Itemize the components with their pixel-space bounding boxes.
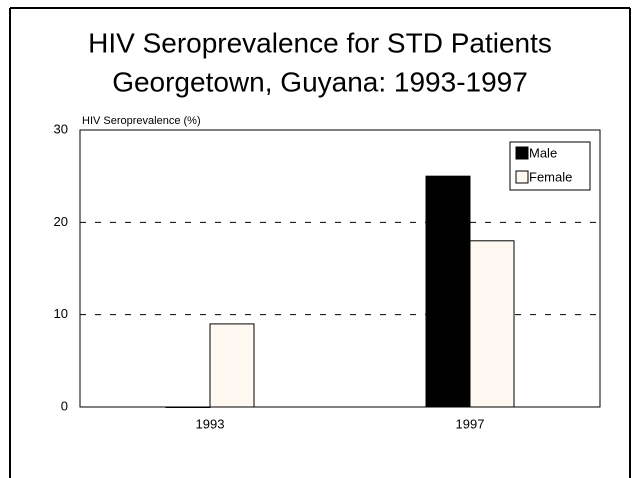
legend-swatch	[515, 170, 529, 184]
legend-label: Male	[529, 145, 557, 160]
chart-title: Georgetown, Guyana: 1993-1997	[112, 66, 528, 97]
y-tick-label: 30	[54, 121, 68, 136]
y-axis-label: HIV Seroprevalence (%)	[82, 115, 201, 127]
x-tick-label: 1993	[196, 416, 225, 431]
bar	[209, 323, 255, 408]
bar	[425, 175, 471, 408]
chart-title: HIV Seroprevalence for STD Patients	[88, 27, 552, 58]
y-tick-label: 10	[54, 306, 68, 321]
y-tick-label: 20	[54, 214, 68, 229]
x-tick-label: 1997	[456, 416, 485, 431]
plot-frame	[79, 129, 601, 408]
bar	[165, 406, 211, 408]
legend-label: Female	[529, 169, 572, 184]
legend-swatch	[515, 146, 529, 160]
y-tick-label: 0	[61, 398, 68, 413]
bar	[469, 240, 515, 408]
